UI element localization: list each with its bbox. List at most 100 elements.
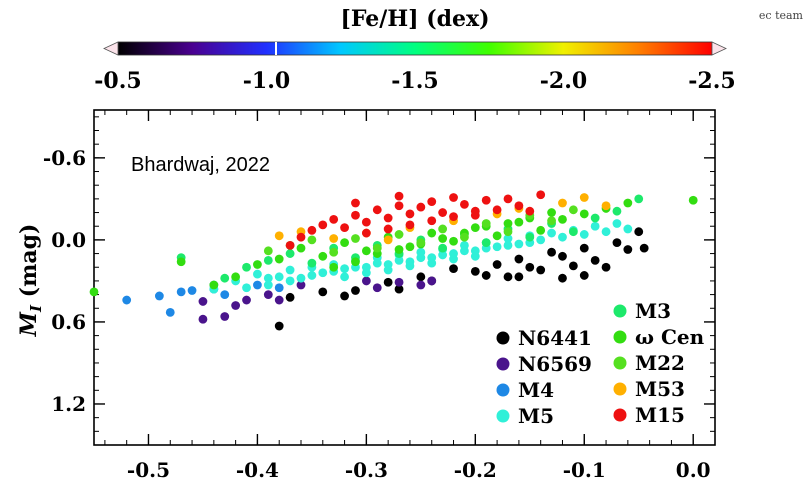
- y-axis-label-unit: (mag): [16, 224, 42, 305]
- data-point: [438, 250, 448, 260]
- data-point: [307, 258, 317, 268]
- legend-marker: [613, 382, 627, 396]
- data-point: [263, 246, 273, 256]
- data-point: [89, 287, 99, 297]
- data-point: [372, 243, 382, 253]
- data-point: [579, 209, 589, 219]
- data-point: [514, 254, 524, 264]
- data-point: [220, 312, 230, 321]
- data-point: [492, 260, 502, 269]
- legend-label: ω Cen: [635, 325, 705, 349]
- data-point: [198, 297, 208, 306]
- data-point: [285, 240, 295, 250]
- data-point: [481, 271, 491, 280]
- data-point: [612, 219, 622, 228]
- data-point: [351, 257, 360, 267]
- data-point: [285, 249, 295, 258]
- data-point: [340, 238, 349, 248]
- colorbar-tick-label: -0.5: [94, 68, 141, 94]
- data-point: [427, 197, 437, 207]
- data-point: [449, 236, 458, 246]
- data-point: [536, 225, 546, 235]
- annotation-text: Bhardwaj, 2022: [131, 154, 270, 176]
- y-axis-label-sub: I: [27, 304, 45, 313]
- data-point: [601, 262, 611, 272]
- data-point: [383, 277, 393, 287]
- legend-label: M53: [635, 377, 685, 401]
- data-point: [274, 295, 284, 305]
- data-point: [449, 254, 458, 264]
- data-point: [394, 284, 404, 294]
- data-point: [514, 272, 524, 282]
- data-point: [470, 251, 480, 261]
- legend-marker: [496, 409, 510, 423]
- data-point: [372, 283, 382, 293]
- data-point: [285, 292, 295, 302]
- data-point: [623, 198, 633, 208]
- data-point: [612, 206, 622, 216]
- data-point: [503, 219, 513, 228]
- legend-marker: [613, 304, 627, 318]
- legend-marker: [496, 331, 510, 345]
- axes: -0.5 -0.4 -0.3 -0.2 -0.1 0.0 -0.6 0.0 0.6 1.2 MI (…: [16, 109, 716, 482]
- data-point: [296, 243, 306, 253]
- data-point: [492, 242, 502, 252]
- data-point: [579, 193, 589, 202]
- data-point: [481, 238, 491, 248]
- data-point: [296, 232, 306, 242]
- data-point: [460, 199, 469, 209]
- data-point: [568, 227, 578, 237]
- data-point: [394, 245, 404, 254]
- data-point: [590, 213, 600, 223]
- data-point: [394, 256, 404, 265]
- data-point: [612, 238, 622, 248]
- data-point: [361, 228, 371, 238]
- data-point: [688, 195, 698, 205]
- data-point: [470, 206, 480, 216]
- x-tick-label: -0.3: [345, 458, 388, 482]
- data-point: [416, 202, 426, 212]
- data-point: [503, 272, 513, 282]
- legend-marker: [496, 357, 510, 371]
- data-point: [307, 235, 317, 245]
- data-point: [394, 230, 404, 239]
- colorbar-title: [Fe/H] (dex): [340, 6, 489, 32]
- data-point: [558, 232, 567, 242]
- data-point: [394, 201, 404, 211]
- y-tick-label: 0.6: [51, 310, 86, 334]
- data-point: [558, 198, 567, 208]
- colorbar-low-extension: [103, 41, 119, 56]
- data-point: [122, 295, 132, 305]
- data-point: [383, 213, 393, 223]
- data-point: [536, 235, 546, 245]
- data-point: [274, 254, 284, 264]
- data-point: [405, 242, 415, 252]
- data-point: [329, 234, 339, 243]
- data-point: [351, 234, 360, 243]
- data-point: [154, 291, 164, 301]
- data-point: [296, 280, 306, 290]
- data-point: [361, 246, 371, 256]
- data-point: [579, 271, 589, 280]
- data-point: [231, 272, 241, 282]
- x-tick-label: -0.5: [127, 458, 170, 482]
- data-point: [318, 220, 328, 230]
- data-point: [623, 245, 633, 254]
- data-point: [558, 214, 567, 224]
- data-point: [372, 258, 382, 268]
- data-point: [329, 214, 339, 224]
- data-point: [470, 266, 480, 276]
- data-point: [416, 253, 426, 263]
- legend-label: M15: [635, 403, 685, 427]
- x-tick-label: 0.0: [676, 458, 711, 482]
- data-point: [263, 290, 273, 299]
- data-point: [568, 261, 578, 271]
- data-point: [449, 264, 458, 274]
- data-point: [285, 276, 295, 286]
- legend-label: M4: [518, 378, 554, 402]
- data-point: [639, 243, 649, 253]
- data-point: [514, 239, 524, 249]
